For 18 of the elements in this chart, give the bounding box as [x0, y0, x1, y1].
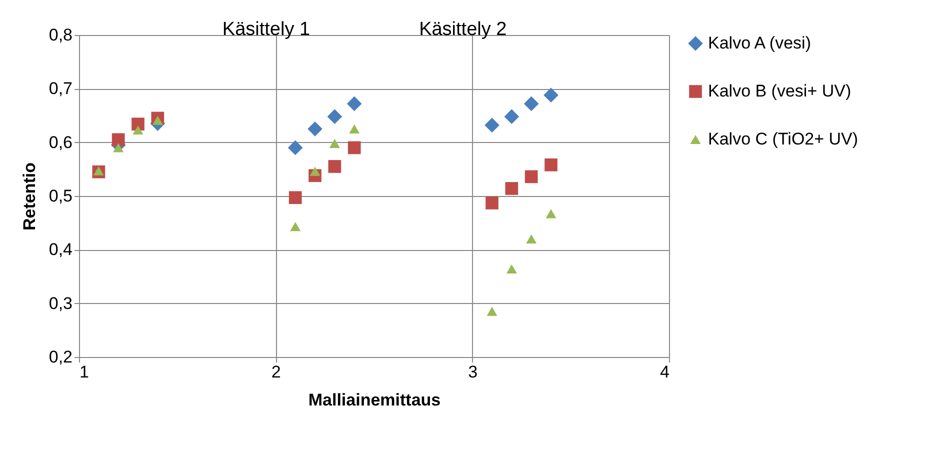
y-tick-label: 0,4: [48, 240, 72, 260]
x-tick-label: 1: [80, 362, 89, 382]
y-tick-label: 0,3: [48, 294, 72, 313]
y-tick-label: 0,6: [48, 132, 72, 152]
y-tick-label: 0,8: [48, 26, 72, 44]
y-tick-label: 0,5: [48, 186, 72, 206]
x-axis-title: Malliainemittaus: [308, 390, 441, 410]
y-tick-label: 0,2: [48, 348, 72, 366]
y-axis-title: Retentio: [20, 162, 39, 230]
legend-label: Kalvo A (vesi): [708, 34, 811, 52]
y-tick-label: 0,7: [48, 79, 72, 98]
annotation: Käsittely 1: [222, 19, 310, 40]
x-tick-label: 3: [468, 362, 478, 382]
legend-label: Kalvo B (vesi+ UV): [708, 82, 852, 100]
x-tick-label: 2: [271, 362, 281, 382]
annotation: Käsittely 2: [419, 19, 507, 40]
x-tick-label: 4: [660, 362, 670, 382]
legend-label: Kalvo C (TiO2+ UV): [708, 130, 858, 148]
